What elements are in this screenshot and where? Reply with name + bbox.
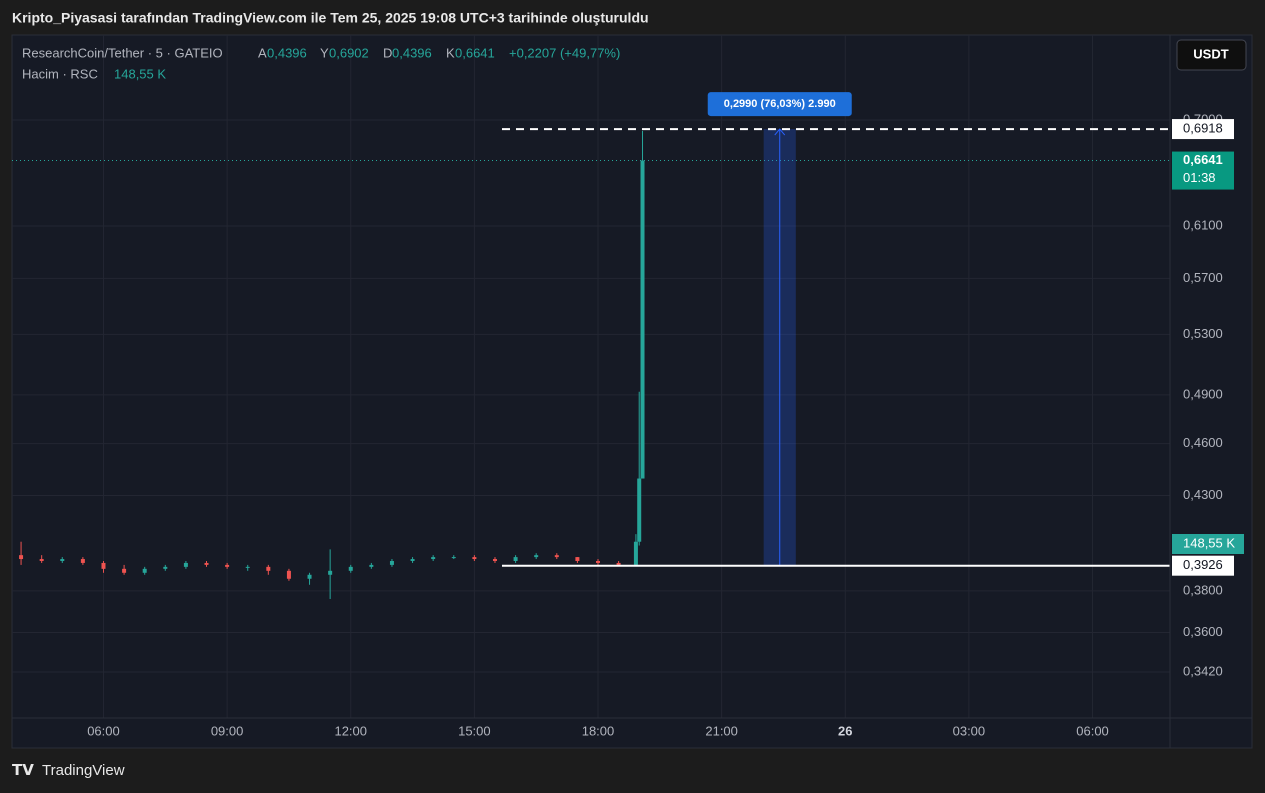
x-tick-label: 15:00 (458, 723, 491, 738)
candle-body (348, 566, 353, 571)
y-tick-label: 0,3420 (1183, 663, 1223, 678)
footer-brand: TradingView (42, 762, 125, 779)
legend: ResearchCoin/Tether · 5 · GATEIO A 0,439… (22, 45, 620, 81)
measure-summary: 0,2990 (76,03%) 2.990 (724, 98, 836, 110)
candle-body (554, 555, 559, 558)
high-key: Y (320, 45, 329, 60)
x-tick-label: 26 (838, 723, 852, 738)
x-tick-label: 12:00 (334, 723, 367, 738)
candle-body (245, 566, 250, 568)
candle-body (163, 566, 168, 569)
candle-body (369, 564, 374, 567)
x-tick-label: 06:00 (87, 723, 120, 738)
page-title: Kripto_Piyasasi tarafından TradingView.c… (12, 10, 649, 26)
candle-body (60, 559, 65, 561)
candle-body (637, 478, 642, 542)
y-tick-label: 0,4900 (1183, 386, 1223, 401)
candle-body (39, 559, 44, 561)
candle-body (307, 574, 312, 579)
x-tick-label: 21:00 (705, 723, 738, 738)
candle-body (183, 562, 188, 567)
candle-body (142, 568, 147, 573)
symbol: ResearchCoin/Tether · 5 · GATEIO (22, 45, 223, 60)
logo-mark: 𝗧𝗩 (12, 762, 34, 779)
candle-body (204, 562, 209, 565)
candle-body (225, 564, 230, 567)
y-tick-label: 0,3600 (1183, 624, 1223, 639)
y-tick-label: 0,5300 (1183, 326, 1223, 341)
countdown: 01:38 (1183, 170, 1216, 185)
price-tag (1172, 119, 1234, 140)
y-tick-label: 0,4300 (1183, 487, 1223, 502)
change: +0,2207 (+49,77%) (509, 45, 620, 60)
x-tick-label: 03:00 (953, 723, 986, 738)
y-tick-label: 0,3800 (1183, 582, 1223, 597)
candle-body (492, 559, 497, 561)
candle-body (80, 559, 85, 563)
y-tick-label: 0,5700 (1183, 270, 1223, 285)
low-key: D (383, 45, 392, 60)
candle-body (633, 541, 638, 565)
close-key: K (446, 45, 455, 60)
candle-body (451, 557, 456, 559)
candle-body (19, 555, 24, 560)
measure-summary-box (707, 92, 852, 117)
low-value: 0,4396 (392, 45, 432, 60)
candle-body (389, 560, 394, 565)
x-tick-label: 06:00 (1076, 723, 1109, 738)
footer-logo: 𝗧𝗩 TradingView (12, 762, 125, 779)
candle-body (575, 557, 580, 561)
high-value: 0,6902 (329, 45, 369, 60)
candle-body (431, 557, 436, 560)
candle-body (266, 566, 271, 571)
current-price-label: 0,6641 (1183, 152, 1223, 167)
price-tag-label: 0,3926 (1183, 557, 1223, 572)
candle-body (410, 559, 415, 561)
candle-body (513, 557, 518, 561)
close-value: 0,6641 (455, 45, 495, 60)
measure-arrow-head (774, 128, 786, 136)
candle-body (640, 160, 645, 479)
volume-value: 148,55 K (114, 66, 166, 81)
x-tick-label: 09:00 (211, 723, 244, 738)
chart-area (11, 34, 1253, 749)
candle-body (328, 570, 333, 575)
price-tag (1172, 555, 1234, 576)
candle-body (286, 570, 291, 579)
candle-body (616, 562, 621, 565)
x-tick-label: 18:00 (582, 723, 615, 738)
candle-body (101, 562, 106, 569)
current-price-tag (1172, 151, 1234, 190)
volume-tag-label: 148,55 K (1183, 535, 1235, 550)
currency-label: USDT (1193, 46, 1228, 61)
price-tag-label: 0,6918 (1183, 121, 1223, 136)
candle-body (596, 560, 601, 563)
open-key: A (258, 45, 267, 60)
candle-body (122, 568, 127, 573)
y-tick-label: 0,6100 (1183, 217, 1223, 232)
candle-body (534, 555, 539, 558)
open-value: 0,4396 (267, 45, 307, 60)
currency-button[interactable] (1176, 39, 1247, 71)
candle-body (472, 557, 477, 560)
volume-name: Hacim · RSC (22, 66, 98, 81)
y-tick-label: 0,4600 (1183, 435, 1223, 450)
volume-tag (1172, 534, 1244, 554)
